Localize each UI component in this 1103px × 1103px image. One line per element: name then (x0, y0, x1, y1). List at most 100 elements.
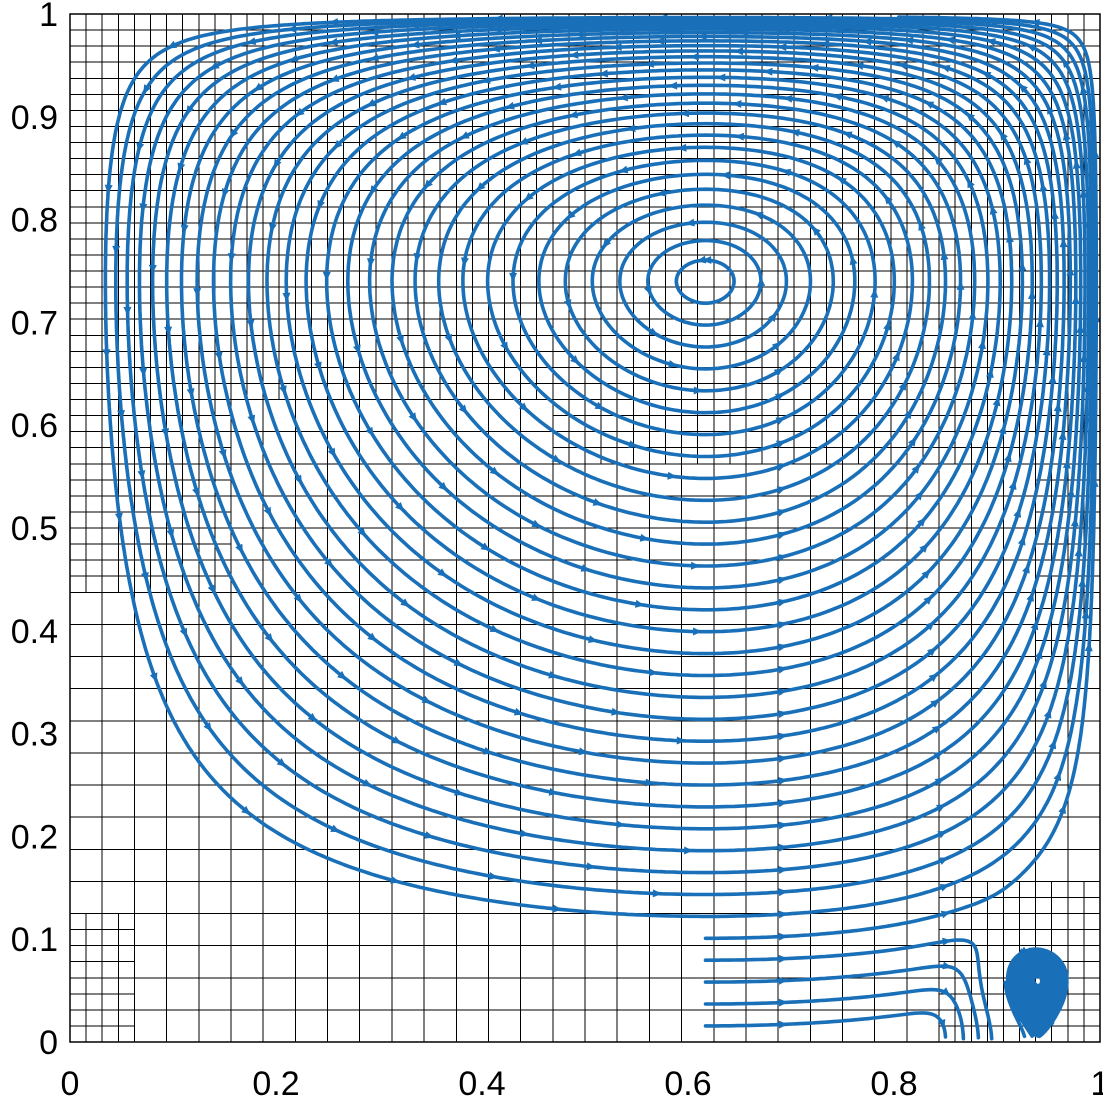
stream-arrow (1018, 987, 1027, 998)
stream-arrow (330, 824, 341, 833)
stream-arrow (324, 558, 333, 568)
stream-arrow (518, 137, 529, 145)
stream-arrow (891, 140, 902, 149)
stream-arrow (143, 84, 152, 95)
streamline (346, 83, 990, 590)
stream-arrow (780, 25, 790, 34)
stream-arrow (532, 36, 543, 45)
stream-arrow (917, 517, 926, 527)
streamline (413, 111, 948, 524)
stream-arrow (548, 787, 559, 796)
stream-arrow (1018, 83, 1028, 93)
stream-arrow (137, 470, 146, 480)
stream-arrow (246, 319, 255, 329)
stream-arrow (253, 82, 264, 92)
stream-arrow (822, 23, 832, 32)
stream-arrow (778, 910, 788, 919)
stream-arrow (366, 258, 375, 268)
streamline (436, 121, 932, 503)
stream-arrow (986, 38, 996, 46)
stream-arrow (492, 25, 502, 34)
stream-arrow (1005, 979, 1014, 990)
stream-arrow (1042, 346, 1051, 356)
stream-arrow (390, 876, 400, 884)
stream-arrow (488, 871, 499, 880)
y-tick-label: 0.6 (11, 407, 58, 445)
stream-arrow (639, 533, 650, 542)
stream-arrow (635, 599, 645, 608)
stream-arrow (668, 81, 678, 90)
stream-arrow (1033, 996, 1044, 1004)
stream-arrow (337, 670, 347, 680)
stream-arrow (395, 501, 405, 512)
y-tick-label: 0.2 (11, 818, 58, 856)
stream-arrow (533, 20, 543, 29)
x-tick-label: 0.8 (870, 1065, 917, 1098)
stream-arrow (656, 188, 667, 197)
stream-arrow (406, 73, 417, 81)
stream-arrow (264, 633, 274, 643)
stream-arrow (777, 576, 788, 585)
stream-arrow (775, 417, 786, 425)
stream-arrow (965, 112, 975, 122)
stream-arrow (1059, 238, 1068, 248)
stream-arrow (1022, 970, 1031, 981)
stream-arrow (938, 857, 949, 865)
stream-arrow (241, 805, 251, 815)
stream-arrow (454, 788, 464, 796)
stream-arrow (757, 277, 766, 287)
stream-arrow (884, 194, 893, 205)
streamline (703, 1011, 948, 1039)
stream-arrow (820, 39, 830, 48)
stream-arrow (918, 221, 926, 231)
stream-arrow (513, 707, 524, 716)
stream-arrow (778, 888, 788, 897)
stream-arrow (509, 272, 518, 282)
stream-arrow (460, 257, 469, 267)
stream-arrow (1022, 959, 1031, 969)
stream-arrow (778, 932, 788, 941)
y-tick-label: 0.8 (11, 202, 58, 240)
stream-arrow (214, 351, 223, 362)
stream-arrow (940, 250, 949, 261)
stream-arrow (777, 643, 788, 652)
stream-arrow (739, 28, 749, 37)
stream-arrow (777, 687, 788, 696)
stream-arrow (778, 865, 788, 874)
streamline (164, 27, 1078, 809)
stream-arrow (1076, 323, 1085, 333)
stream-arrow (676, 736, 686, 745)
streamline (511, 158, 877, 437)
stream-arrow (397, 131, 407, 140)
streamline (674, 258, 736, 305)
stream-arrow (413, 252, 422, 263)
stream-arrow (648, 668, 659, 677)
stream-arrow (1031, 966, 1041, 976)
stream-arrow (480, 542, 491, 551)
x-tick-label: 0.6 (664, 1065, 711, 1098)
stream-arrow (940, 987, 951, 997)
stream-arrow (247, 414, 256, 425)
stream-arrow (1062, 459, 1071, 469)
stream-arrow (123, 306, 132, 316)
stream-arrow (616, 15, 626, 24)
stream-arrow (1054, 974, 1063, 984)
stream-arrow (692, 627, 702, 636)
stream-arrow (193, 288, 202, 298)
stream-arrow (776, 486, 787, 494)
stream-arrow (1090, 280, 1099, 290)
stream-arrow (771, 341, 782, 351)
stream-arrow (1086, 413, 1095, 423)
stream-arrow (1018, 261, 1027, 271)
stream-arrow (586, 862, 596, 871)
stream-arrow (139, 367, 148, 377)
stream-arrow (768, 312, 777, 322)
streamline (367, 92, 977, 568)
stream-arrow (611, 707, 621, 716)
stream-arrow (1032, 1002, 1043, 1011)
stream-arrow (1040, 962, 1051, 971)
stream-arrow (1091, 148, 1100, 158)
stream-arrow (732, 100, 742, 109)
stream-arrow (862, 37, 872, 46)
stream-arrow (1028, 289, 1037, 300)
